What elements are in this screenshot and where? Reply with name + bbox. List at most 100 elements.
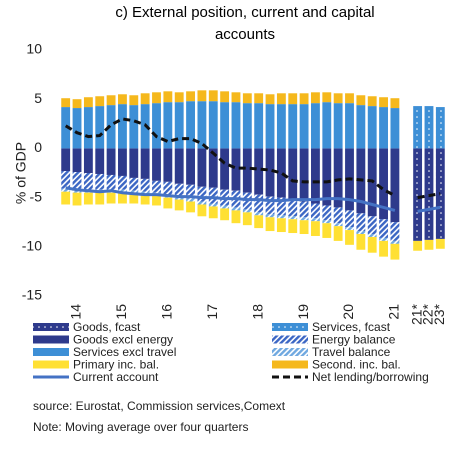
- bar: [220, 148, 230, 190]
- bar: [106, 192, 116, 204]
- bar: [242, 148, 252, 193]
- y-tick-label: 0: [34, 139, 42, 155]
- bar: [129, 177, 139, 191]
- bar: [186, 201, 195, 213]
- bar: [118, 175, 127, 190]
- bar: [186, 184, 195, 199]
- bar: [61, 191, 71, 205]
- bar: [61, 171, 71, 189]
- bar: [311, 203, 320, 219]
- bar: [163, 197, 173, 209]
- bar: [390, 98, 400, 109]
- bar: [265, 217, 275, 232]
- bar: [424, 106, 434, 149]
- bar: [61, 107, 71, 149]
- y-tick-label: 10: [26, 41, 42, 57]
- bar: [311, 92, 320, 104]
- bar: [299, 104, 309, 149]
- bar: [61, 188, 71, 192]
- bar: [95, 192, 105, 205]
- bar: [231, 207, 241, 211]
- bar: [333, 226, 343, 241]
- bar: [152, 195, 161, 206]
- bar: [311, 103, 320, 149]
- bar: [356, 213, 366, 232]
- y-axis-label: % of GDP: [13, 142, 29, 204]
- bar: [322, 102, 332, 149]
- bar: [242, 93, 252, 104]
- bar: [345, 93, 354, 104]
- bar: [333, 148, 343, 208]
- bar: [288, 216, 298, 220]
- bar: [367, 236, 377, 253]
- bar: [129, 105, 139, 149]
- bar: [129, 95, 139, 106]
- x-tick-label: 15: [113, 304, 129, 320]
- bar: [333, 93, 343, 104]
- bar: [242, 103, 252, 149]
- bar: [129, 190, 139, 194]
- bar: [95, 148, 105, 174]
- bar: [197, 201, 207, 205]
- bar: [276, 93, 286, 105]
- y-tick-label: -15: [22, 287, 42, 303]
- bar: [276, 197, 286, 216]
- legend-label: Energy balance: [312, 333, 396, 347]
- bar: [367, 234, 377, 237]
- bar: [186, 101, 195, 149]
- bar: [265, 196, 275, 215]
- bar: [186, 91, 195, 102]
- bar: [83, 192, 93, 205]
- bar: [299, 201, 309, 218]
- bar: [345, 230, 354, 245]
- bar: [435, 148, 445, 239]
- bar: [163, 148, 173, 182]
- bar: [265, 104, 275, 149]
- bar: [299, 148, 309, 202]
- bar: [322, 205, 332, 221]
- legend-label: Goods, fcast: [73, 320, 141, 334]
- bar: [311, 148, 320, 204]
- bar: [390, 222, 400, 241]
- bar: [152, 180, 161, 193]
- bar: [72, 172, 82, 190]
- bar: [220, 205, 230, 209]
- bar: [424, 239, 434, 250]
- bar: [345, 103, 354, 149]
- legend-label: Goods excl energy: [73, 333, 173, 347]
- bar: [254, 212, 264, 216]
- bar: [208, 101, 218, 149]
- bar: [106, 95, 116, 106]
- bar: [254, 93, 264, 104]
- x-tick-label: 20: [340, 304, 356, 320]
- x-tick-label: 14: [68, 304, 84, 320]
- bar: [61, 148, 71, 172]
- bar: [265, 148, 275, 197]
- bar: [390, 148, 400, 223]
- bar: [95, 173, 105, 190]
- bar: [208, 206, 218, 219]
- line: [64, 117, 441, 200]
- bar: [231, 210, 241, 224]
- bar: [311, 221, 320, 236]
- bar: [288, 219, 298, 234]
- legend-swatch: [272, 335, 308, 344]
- bar: [345, 227, 354, 231]
- bar: [288, 148, 298, 200]
- x-tick-label: 21*: [408, 303, 424, 325]
- legend-swatch: [33, 323, 69, 331]
- bar: [367, 96, 377, 107]
- bar: [129, 193, 139, 204]
- bar: [174, 183, 184, 197]
- line: [65, 186, 441, 213]
- bar: [276, 218, 286, 233]
- x-tick-label: 18: [249, 304, 265, 320]
- bar: [197, 186, 207, 202]
- bar: [197, 148, 207, 187]
- bar: [311, 218, 320, 222]
- bar: [299, 220, 309, 235]
- bar: [288, 93, 298, 105]
- bar: [208, 203, 218, 207]
- bar: [163, 102, 173, 149]
